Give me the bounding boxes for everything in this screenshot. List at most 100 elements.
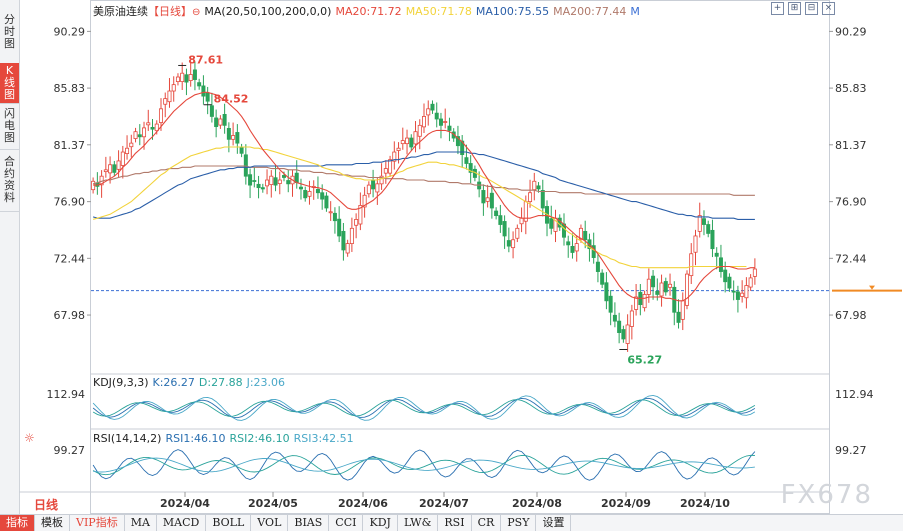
candle (528, 192, 533, 203)
candle (171, 84, 176, 92)
candle (502, 221, 507, 237)
candle (269, 175, 274, 185)
zoom-out-icon[interactable]: ⊟ (805, 2, 818, 15)
candle (549, 218, 554, 229)
candle (735, 291, 740, 300)
candle (447, 125, 452, 131)
indicator-tab[interactable]: VIP指标 (70, 515, 125, 531)
candle (570, 245, 575, 253)
indicator-tab[interactable]: MA (125, 515, 157, 531)
candle (277, 179, 282, 184)
candle (307, 191, 312, 197)
candle (320, 192, 325, 200)
period-tag[interactable]: 【日线】 (148, 5, 192, 18)
ma200-line (92, 165, 755, 196)
candle (337, 218, 342, 237)
sidebar-tab[interactable]: 闪电图 (0, 103, 19, 150)
candle (120, 151, 125, 166)
candle (188, 74, 193, 81)
ma-value: MA20:71.72 (335, 5, 402, 18)
indicator-tab[interactable]: BOLL (206, 515, 252, 531)
candle (400, 140, 405, 145)
candle (184, 74, 189, 83)
candle (727, 276, 732, 289)
indicator-tab[interactable]: BIAS (288, 515, 330, 531)
candle (349, 227, 354, 244)
candle (405, 137, 410, 145)
zoom-in-icon[interactable]: ⊞ (788, 2, 801, 15)
candle (748, 277, 753, 288)
candle (209, 105, 214, 117)
peak-label: 87.61 (188, 53, 223, 66)
candle (383, 168, 388, 174)
ma100-line (92, 151, 755, 220)
candle (612, 314, 617, 322)
ma-value: M (630, 5, 640, 18)
candle (723, 269, 728, 283)
candle (142, 127, 147, 138)
indicator-tab[interactable]: CCI (329, 515, 364, 531)
ma-value: MA100:75.55 (475, 5, 550, 18)
candle (689, 253, 694, 277)
indicator-tab[interactable]: MACD (157, 515, 207, 531)
candle (396, 147, 401, 151)
indicator-tabbar: 指标 模板 VIP指标 MA MACD BOLL VOL BIAS CCI KDJ LW& RSI CR… (0, 514, 903, 531)
sidebar-tab[interactable]: 合约资料 (0, 149, 19, 212)
candle (358, 205, 363, 225)
ma-value: MA50:71.78 (405, 5, 472, 18)
candle (282, 175, 287, 178)
candle (676, 311, 681, 323)
candle (532, 180, 537, 191)
y-tick-label: 81.37 (835, 139, 867, 152)
period-label[interactable]: 日线 (34, 498, 59, 512)
y-tick-label: 67.98 (835, 309, 867, 322)
indicator-tab[interactable]: PSY (501, 515, 537, 531)
candle (112, 164, 117, 173)
y-tick-label: 72.44 (835, 252, 867, 265)
indicator-tick-label: 112.94 (835, 388, 874, 401)
candle (150, 126, 155, 130)
close-icon[interactable]: × (822, 2, 835, 15)
candle (464, 157, 469, 164)
candle (341, 230, 346, 251)
y-tick-label: 85.83 (835, 82, 867, 95)
kline-chart[interactable]: 90.29 90.29 85.83 85.83 81.37 81.37 76.90 76.90… (0, 0, 903, 514)
indicator-tab[interactable]: RSI (438, 515, 472, 531)
candle (201, 85, 206, 97)
indicator-tab[interactable]: CR (472, 515, 502, 531)
candle (231, 135, 236, 140)
indicator-tab[interactable]: 模板 (35, 515, 70, 531)
candle (608, 295, 613, 313)
candle (710, 229, 715, 250)
indicator-toggle-icon[interactable]: ☼ (24, 431, 35, 445)
candle (566, 241, 571, 246)
candle (685, 273, 690, 306)
y-tick-label: 76.90 (54, 196, 86, 209)
candle (642, 294, 647, 309)
candle (175, 76, 180, 83)
candle (485, 197, 490, 202)
y-tick-label: 67.98 (54, 309, 86, 322)
indicator-tab[interactable]: 设置 (536, 515, 572, 531)
kdj-d-line (92, 399, 756, 417)
candle (167, 90, 172, 103)
candle (354, 219, 359, 226)
candle (265, 179, 270, 187)
candle (583, 230, 588, 241)
indicator-tab[interactable]: VOL (251, 515, 289, 531)
indicator-tab[interactable]: LW& (398, 515, 439, 531)
candle (214, 117, 219, 128)
crosshair-icon[interactable]: + (771, 2, 784, 15)
x-tick-label: 2024/09 (601, 497, 651, 510)
indicator-tab[interactable]: 指标 (0, 515, 35, 531)
ma-params: MA(20,50,100,200,0,0) (204, 5, 332, 18)
x-tick-label: 2024/10 (680, 497, 730, 510)
candle (286, 180, 291, 185)
candle (489, 192, 494, 209)
indicator-tab[interactable]: KDJ (363, 515, 398, 531)
settings-icon[interactable]: ⊖ (192, 7, 201, 18)
candle (693, 235, 698, 253)
candle (315, 189, 320, 194)
